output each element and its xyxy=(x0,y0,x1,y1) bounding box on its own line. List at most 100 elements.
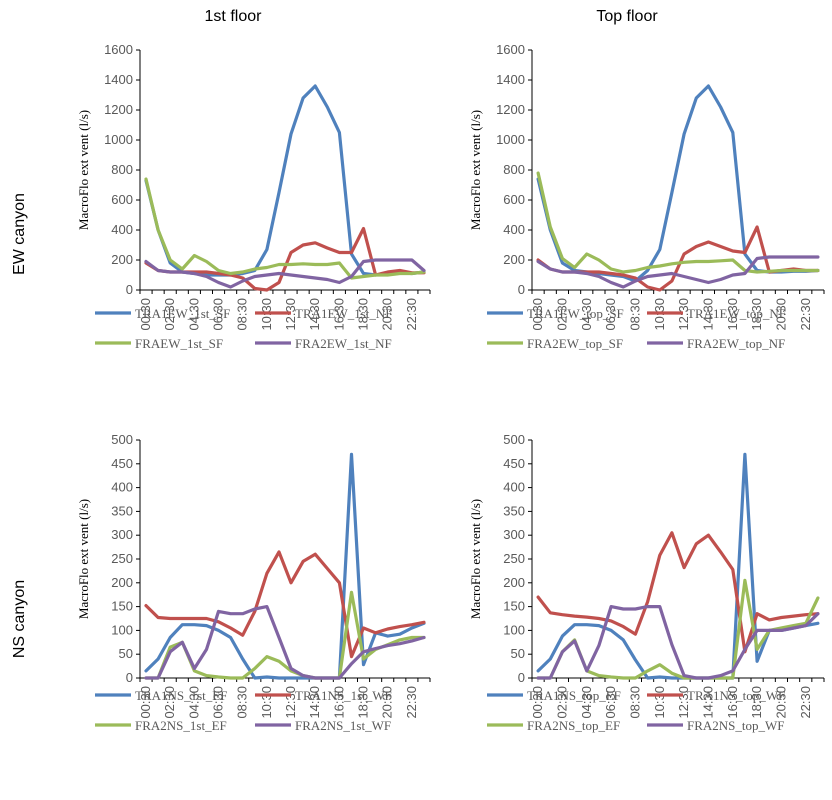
series-line-TRA1NS_1st_WF xyxy=(144,550,426,659)
legend-label: FRA2NS_1st_WF xyxy=(295,718,391,733)
legend-label: TRA1NS_top_WF xyxy=(687,688,785,703)
x-tick-label: 04:30 xyxy=(186,686,201,719)
chart-ns-1st-floor: 0 50 100 150 200 250 300 350 400 450 500 00:30 02:30… xyxy=(76,432,431,733)
y-tick-label: 0 xyxy=(518,282,525,297)
y-axis-label: MacroFlo ext vent (l/s) xyxy=(468,499,483,619)
x-tick-label: 02:30 xyxy=(162,686,177,719)
series-line-FRAEW_1st_SF xyxy=(144,177,426,280)
x-tick-label: 18:30 xyxy=(749,686,764,719)
x-tick-label: 14:30 xyxy=(307,686,322,719)
y-tick-label: 400 xyxy=(503,222,525,237)
legend-label: TRA1EW_1st_SF xyxy=(135,306,230,321)
y-tick-label: 600 xyxy=(503,192,525,207)
series-line-FRA2EW_top_NF xyxy=(536,255,820,289)
x-tick-label: 00:30 xyxy=(530,686,545,719)
y-axis-label: MacroFlo ext vent (l/s) xyxy=(468,110,483,230)
x-tick-label: 12:30 xyxy=(676,298,691,331)
y-tick-label: 1200 xyxy=(104,102,133,117)
y-tick-label: 150 xyxy=(503,599,525,614)
y-tick-label: 450 xyxy=(111,456,133,471)
x-tick-label: 08:30 xyxy=(627,686,642,719)
x-tick-label: 02:30 xyxy=(162,298,177,331)
legend-label: FRA2EW_1st_NF xyxy=(295,336,392,351)
chart-ew-1st-floor: 0 200 400 600 800 1000 1200 1400 1600 00:30 02:30 0… xyxy=(76,42,431,351)
series-line-TRA1NS_top_WF xyxy=(536,531,820,654)
row-title-ew-canyon: EW canyon xyxy=(11,193,28,275)
y-tick-label: 0 xyxy=(518,670,525,685)
legend-label: TRA1NS_1st_WF xyxy=(295,688,392,703)
y-tick-label: 450 xyxy=(503,456,525,471)
y-tick-label: 1400 xyxy=(104,72,133,87)
x-tick-label: 20:30 xyxy=(773,298,788,331)
legend-label: FRA2EW_top_SF xyxy=(527,336,623,351)
x-tick-label: 18:30 xyxy=(356,686,371,719)
x-tick-label: 20:30 xyxy=(773,686,788,719)
y-tick-label: 400 xyxy=(503,480,525,495)
x-tick-label: 22:30 xyxy=(798,298,813,331)
x-tick-label: 22:30 xyxy=(798,686,813,719)
series-line-TRA1EW_1st_SF xyxy=(144,84,426,277)
x-tick-label: 14:30 xyxy=(307,298,322,331)
x-tick-label: 00:30 xyxy=(138,298,153,331)
legend-label: TRA1EW_top_SF xyxy=(527,306,624,321)
y-tick-label: 800 xyxy=(111,162,133,177)
y-tick-label: 1200 xyxy=(496,102,525,117)
x-tick-label: 18:30 xyxy=(749,298,764,331)
y-tick-label: 250 xyxy=(503,551,525,566)
x-tick-label: 06:30 xyxy=(211,298,226,331)
y-tick-label: 1000 xyxy=(104,132,133,147)
y-tick-label: 1000 xyxy=(496,132,525,147)
legend-label: FRAEW_1st_SF xyxy=(135,336,223,351)
x-tick-label: 06:30 xyxy=(603,298,618,331)
chart-ns-top-floor: 0 50 100 150 200 250 300 350 400 450 500 00:30 02:30… xyxy=(468,432,825,733)
series-line-TRA1EW_top_SF xyxy=(536,84,820,283)
y-tick-label: 500 xyxy=(503,432,525,447)
series-line-TRA1NS_top_EF xyxy=(536,452,820,680)
x-tick-label: 06:30 xyxy=(211,686,226,719)
series-line-FRA2NS_1st_WF xyxy=(144,605,426,680)
y-tick-label: 1400 xyxy=(496,72,525,87)
legend-label: FRA2EW_top_NF xyxy=(687,336,785,351)
legend-label: TRA1EW_top_NF xyxy=(687,306,786,321)
y-tick-label: 0 xyxy=(126,282,133,297)
row-title-ns-canyon: NS canyon xyxy=(11,579,28,659)
y-tick-label: 200 xyxy=(111,575,133,590)
x-tick-label: 18:30 xyxy=(356,298,371,331)
legend-label: TRA1NS_top_EF xyxy=(527,688,621,703)
y-tick-label: 350 xyxy=(111,503,133,518)
y-tick-label: 50 xyxy=(511,646,525,661)
y-tick-label: 200 xyxy=(503,252,525,267)
x-tick-label: 04:30 xyxy=(579,298,594,331)
legend-label: FRA2NS_1st_EF xyxy=(135,718,227,733)
x-tick-label: 16:30 xyxy=(725,686,740,719)
x-tick-label: 20:30 xyxy=(380,298,395,331)
y-axis-label: MacroFlo ext vent (l/s) xyxy=(76,110,91,230)
x-tick-label: 02:30 xyxy=(554,686,569,719)
y-tick-label: 100 xyxy=(503,622,525,637)
y-tick-label: 350 xyxy=(503,503,525,518)
x-tick-label: 02:30 xyxy=(554,298,569,331)
y-tick-label: 600 xyxy=(111,192,133,207)
y-tick-label: 1600 xyxy=(496,42,525,57)
y-tick-label: 100 xyxy=(111,622,133,637)
legend-label: TRA1EW_1st_NF xyxy=(295,306,393,321)
x-tick-label: 10:30 xyxy=(259,686,274,719)
y-axis-label: MacroFlo ext vent (l/s) xyxy=(76,499,91,619)
y-tick-label: 300 xyxy=(111,527,133,542)
x-tick-label: 00:30 xyxy=(530,298,545,331)
series-line-FRA2NS_top_WF xyxy=(536,605,820,680)
x-tick-label: 16:30 xyxy=(331,298,346,331)
x-tick-label: 16:30 xyxy=(725,298,740,331)
x-tick-label: 08:30 xyxy=(235,298,250,331)
legend-label: FRA2NS_top_EF xyxy=(527,718,620,733)
x-tick-label: 04:30 xyxy=(579,686,594,719)
x-tick-label: 16:30 xyxy=(331,686,346,719)
y-tick-label: 0 xyxy=(126,670,133,685)
y-tick-label: 50 xyxy=(119,646,133,661)
x-tick-label: 10:30 xyxy=(652,686,667,719)
col-title-top-floor: Top floor xyxy=(596,8,658,25)
y-tick-label: 500 xyxy=(111,432,133,447)
y-tick-label: 200 xyxy=(111,252,133,267)
chart-ew-top-floor: 0 200 400 600 800 1000 1200 1400 1600 00:30 02:30 0… xyxy=(468,42,825,351)
x-tick-label: 00:30 xyxy=(138,686,153,719)
